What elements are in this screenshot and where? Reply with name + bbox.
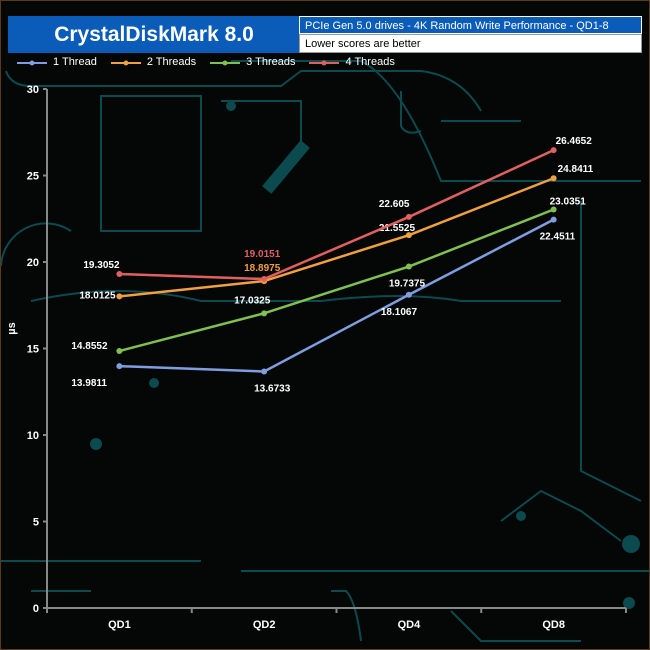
data-label: 14.8552 (71, 341, 108, 352)
data-label: 19.0151 (244, 249, 281, 260)
y-tick-label: 25 (27, 171, 39, 183)
y-tick-label: 30 (27, 84, 39, 96)
series-4: 19.3052 19.0151 22.605 26.4652 (83, 136, 593, 283)
data-label: 18.8975 (244, 263, 281, 274)
data-point (116, 271, 123, 278)
series-2: 18.0125 18.8975 21.5525 24.8411 (79, 164, 593, 301)
legend-item: 3 Threads (210, 56, 295, 69)
chart-title: CrystalDiskMark 8.0 (8, 16, 300, 53)
data-label: 13.9811 (71, 378, 107, 389)
data-point (116, 363, 123, 370)
legend-label: 3 Threads (246, 56, 296, 68)
data-label: 22.605 (379, 199, 410, 210)
data-label: 19.3052 (83, 260, 120, 271)
legend-swatch (309, 60, 340, 65)
legend-item: 1 Thread (17, 56, 97, 69)
series-line (119, 218, 555, 373)
data-point (405, 291, 412, 298)
chart-subtitle: PCIe Gen 5.0 drives - 4K Random Write Pe… (299, 16, 642, 50)
data-point (405, 213, 412, 220)
data-point (550, 147, 557, 154)
data-point (261, 310, 268, 317)
data-point (550, 206, 557, 213)
x-tick-label: QD4 (398, 619, 422, 631)
data-point (261, 276, 268, 283)
data-label: 26.4652 (556, 136, 593, 147)
data-label: 18.0125 (79, 290, 116, 301)
legend-item: 4 Threads (309, 56, 395, 69)
y-tick-label: 5 (33, 517, 39, 529)
y-tick-label: 10 (27, 430, 39, 442)
data-point (550, 175, 557, 182)
legend-item: 2 Threads (110, 56, 197, 69)
series-3: 14.8552 17.0325 19.7375 23.0351 (71, 196, 587, 355)
data-label: 18.1067 (381, 307, 418, 318)
data-point (405, 232, 412, 239)
data-label: 22.4511 (540, 232, 576, 243)
y-tick-label: 15 (27, 344, 39, 356)
y-tick-label: 20 (27, 257, 39, 269)
data-point (116, 348, 123, 355)
data-point (116, 293, 123, 300)
legend-label: 1 Thread (53, 56, 97, 68)
legend: 1 Thread 2 Threads 3 Threads 4 Threads (17, 56, 395, 69)
data-label: 23.0351 (550, 196, 587, 207)
y-axis-label: µs (6, 322, 18, 334)
series-1: 13.9811 13.6733 18.1067 22.4511 (71, 216, 576, 394)
y-tick-label: 0 (33, 603, 39, 615)
chart-note: Lower scores are better (299, 34, 642, 53)
legend-label: 4 Threads (345, 56, 395, 68)
data-label: 13.6733 (254, 383, 291, 394)
data-point (261, 368, 268, 375)
data-point (550, 216, 557, 223)
legend-swatch (110, 60, 141, 65)
series-line (119, 208, 555, 353)
x-tick-label: QD2 (253, 619, 276, 631)
data-point (405, 263, 412, 270)
series-line (119, 149, 555, 281)
data-label: 24.8411 (558, 164, 594, 175)
series-line (119, 177, 555, 298)
legend-label: 2 Threads (146, 56, 197, 68)
legend-swatch (17, 60, 47, 65)
data-label: 19.7375 (389, 279, 426, 290)
x-tick-label: QD8 (542, 619, 565, 631)
data-label: 21.5525 (379, 223, 416, 234)
legend-swatch (210, 60, 241, 65)
x-tick-label: QD1 (108, 619, 131, 631)
data-label: 17.0325 (234, 295, 271, 306)
